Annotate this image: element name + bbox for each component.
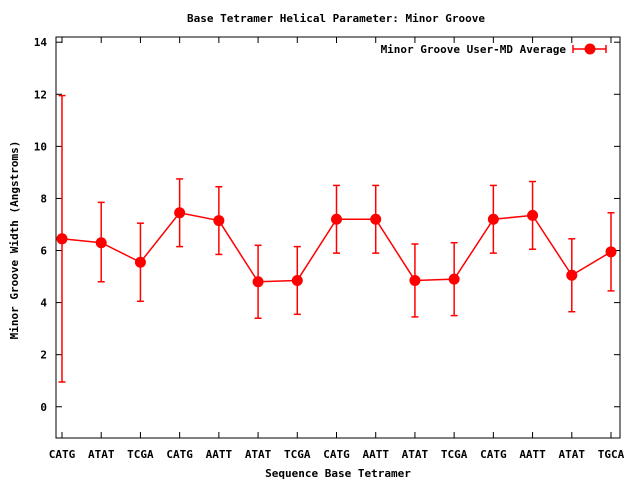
legend: Minor Groove User-MD Average: [381, 43, 607, 56]
x-tick-label: ATAT: [559, 448, 586, 461]
x-tick-label: TGCA: [598, 448, 625, 461]
data-point: [487, 213, 499, 225]
data-point: [291, 274, 303, 286]
x-tick-label: CATG: [49, 448, 76, 461]
data-point: [56, 233, 68, 245]
data-point: [213, 215, 225, 227]
x-axis: CATG ATAT TCGA CATG AATT ATAT TCGA CATG AATT ATAT…: [49, 37, 625, 461]
y-tick-label: 6: [40, 245, 47, 258]
x-tick-label: AATT: [519, 448, 546, 461]
data-point: [95, 237, 107, 249]
data-point: [448, 273, 460, 285]
y-tick-label: 10: [34, 140, 47, 153]
y-tick-label: 14: [34, 36, 48, 49]
data-point: [174, 207, 186, 219]
x-tick-label: ATAT: [402, 448, 429, 461]
x-tick-label: TCGA: [127, 448, 154, 461]
data-point: [527, 209, 539, 221]
x-tick-label: CATG: [166, 448, 193, 461]
series-layer: [56, 94, 617, 383]
x-tick-label: TCGA: [284, 448, 311, 461]
x-tick-label: ATAT: [245, 448, 272, 461]
plot-frame: [55, 36, 621, 439]
data-point: [370, 213, 382, 225]
y-tick-label: 8: [40, 192, 47, 205]
x-tick-label: TCGA: [441, 448, 468, 461]
x-tick-label: CATG: [480, 448, 507, 461]
data-point: [409, 274, 421, 286]
data-point: [605, 246, 617, 258]
x-tick-label: AATT: [362, 448, 389, 461]
data-point: [566, 269, 578, 281]
data-point: [134, 256, 146, 268]
y-axis-label: Minor Groove Width (Angstroms): [8, 141, 21, 340]
data-point: [331, 213, 342, 225]
y-tick-label: 12: [34, 88, 47, 101]
x-tick-label: CATG: [323, 448, 350, 461]
y-tick-label: 4: [40, 297, 47, 310]
x-axis-label: Sequence Base Tetramer: [265, 467, 411, 480]
y-axis: 0 2 4 6 8 10 12 14: [34, 36, 620, 414]
x-tick-label: ATAT: [88, 448, 115, 461]
y-tick-label: 2: [40, 349, 47, 362]
x-tick-label: AATT: [206, 448, 233, 461]
chart-title: Base Tetramer Helical Parameter: Minor G…: [187, 12, 485, 25]
data-point: [252, 276, 264, 288]
y-tick-label: 0: [40, 401, 47, 414]
legend-marker: [584, 43, 596, 55]
legend-label: Minor Groove User-MD Average: [381, 43, 567, 56]
